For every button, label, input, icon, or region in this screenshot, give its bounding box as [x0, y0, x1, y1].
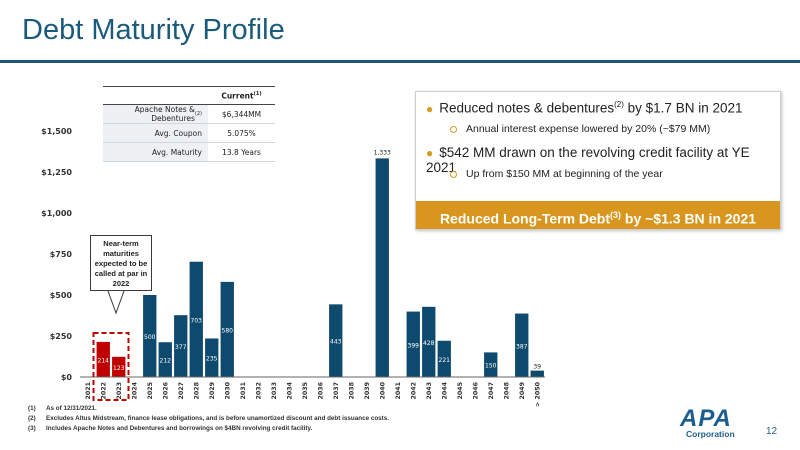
x-tick-label: 2031 — [240, 382, 247, 400]
x-tick-label: 2046 — [472, 381, 479, 399]
bar — [375, 158, 389, 377]
x-tick-label: 2040 — [379, 381, 386, 399]
x-tick-label: 2039 — [364, 382, 371, 400]
x-tick-label: 2048 — [503, 382, 510, 400]
bullet-notes-reduced: ● Reduced notes & debentures(2) by $1.7 B… — [426, 100, 743, 116]
y-tick-label: $250 — [50, 332, 73, 341]
data-label: 443 — [330, 339, 342, 346]
bullet-icon: ● — [426, 146, 434, 160]
x-tick-label: 2033 — [271, 382, 278, 400]
data-label: 428 — [423, 340, 435, 347]
bar — [220, 281, 234, 377]
bar — [158, 342, 172, 377]
data-label: 221 — [439, 357, 451, 364]
x-tick-label: 2041 — [395, 382, 402, 400]
x-tick-label: 2044 — [441, 381, 448, 399]
x-tick-label: 2022 — [100, 382, 107, 400]
x-tick-label: 2032 — [255, 382, 262, 400]
y-tick-label: $750 — [50, 250, 73, 259]
data-label: 580 — [222, 327, 234, 334]
y-tick-label: $1,250 — [41, 168, 72, 177]
table-header-row: Current(1) — [103, 86, 275, 105]
x-tick-label: 2025 — [147, 382, 154, 400]
sub-bullet-icon — [450, 170, 457, 178]
bar — [205, 338, 219, 377]
page-number: 12 — [766, 426, 778, 437]
x-tick-label: 2026 — [162, 381, 169, 399]
bar — [174, 315, 188, 377]
x-tick-label: 2042 — [410, 382, 417, 400]
data-label: 235 — [206, 356, 218, 363]
apa-logo: APA Corporation — [680, 405, 735, 439]
y-tick-label: $0 — [61, 373, 73, 382]
data-label: 214 — [98, 357, 110, 364]
near-term-note: Near-term maturities expected to be call… — [90, 235, 152, 291]
x-tick-label: 2024 — [131, 381, 138, 399]
bar — [112, 356, 126, 377]
data-label: 39 — [533, 364, 541, 371]
bullet-revolver-draw: ● $542 MM drawn on the revolving credit f… — [426, 145, 750, 175]
x-tick-label: 2035 — [302, 382, 309, 400]
x-tick-label: 2049 — [519, 382, 526, 400]
table-row: Avg. Maturity 13.8 Years — [103, 143, 275, 162]
page-title: Debt Maturity Profile — [22, 14, 285, 46]
y-tick-label: $500 — [50, 291, 73, 300]
table-header-current: Current — [221, 91, 254, 101]
x-tick-label: 2036 — [317, 381, 324, 399]
footnote-3: (3) Includes Apache Notes and Debentures … — [28, 425, 313, 432]
table-row: Avg. Coupon 5.075% — [103, 124, 275, 143]
x-tick-label: > 2050 — [534, 381, 541, 407]
bar — [189, 261, 203, 377]
x-tick-label: 2030 — [224, 381, 231, 399]
bar — [530, 370, 544, 377]
bullet-icon: ● — [426, 101, 434, 116]
data-label: 500 — [144, 334, 156, 341]
x-tick-label: 2047 — [488, 382, 495, 400]
x-tick-label: 2043 — [426, 382, 433, 400]
bar — [437, 340, 451, 377]
data-label: 399 — [408, 342, 420, 349]
near-term-pointer — [107, 290, 125, 315]
x-tick-label: 2045 — [457, 382, 464, 400]
x-tick-label: 2037 — [333, 382, 340, 400]
data-label: 123 — [113, 365, 125, 372]
y-tick-label: $1,500 — [41, 127, 72, 136]
data-label: 212 — [160, 358, 172, 365]
bar — [143, 295, 157, 377]
x-tick-label: 2034 — [286, 381, 293, 399]
sub-bullet-revolver: Up from $150 MM at beginning of the year — [450, 168, 663, 180]
debt-reduction-banner: Reduced Long-Term Debt(3) by ~$1.3 BN in… — [416, 201, 780, 229]
sub-bullet-interest: Annual interest expense lowered by 20% (… — [450, 123, 710, 135]
x-tick-label: 2023 — [116, 382, 123, 400]
data-label: 377 — [175, 344, 187, 351]
bar — [422, 306, 436, 377]
near-term-highlight-box — [92, 332, 130, 401]
bar — [515, 313, 529, 377]
sub-bullet-icon — [450, 125, 457, 133]
highlights-callout: ● Reduced notes & debentures(2) by $1.7 B… — [415, 91, 781, 230]
footnote-2: (2) Excludes Altus Midstream, finance lea… — [28, 415, 390, 422]
data-label: 703 — [191, 317, 203, 324]
x-tick-label: 2029 — [209, 382, 216, 400]
x-tick-label: 2021 — [85, 382, 92, 400]
data-label: 387 — [516, 343, 528, 350]
debt-summary-table: Current(1) Apache Notes & Debentures (2) … — [103, 86, 275, 162]
bar — [406, 311, 420, 377]
x-tick-label: 2028 — [193, 382, 200, 400]
x-tick-label: 2038 — [348, 382, 355, 400]
bar — [96, 341, 110, 377]
y-tick-label: $1,000 — [41, 209, 72, 218]
footnote-1: (1) As of 12/31/2021. — [28, 405, 97, 412]
data-label: 150 — [485, 363, 497, 370]
bar — [484, 352, 498, 377]
x-tick-label: 2027 — [178, 382, 185, 400]
table-row: Apache Notes & Debentures (2) $6,344MM — [103, 105, 275, 124]
bar — [329, 304, 343, 377]
data-label: 1,333 — [374, 149, 391, 156]
title-divider — [0, 60, 800, 63]
